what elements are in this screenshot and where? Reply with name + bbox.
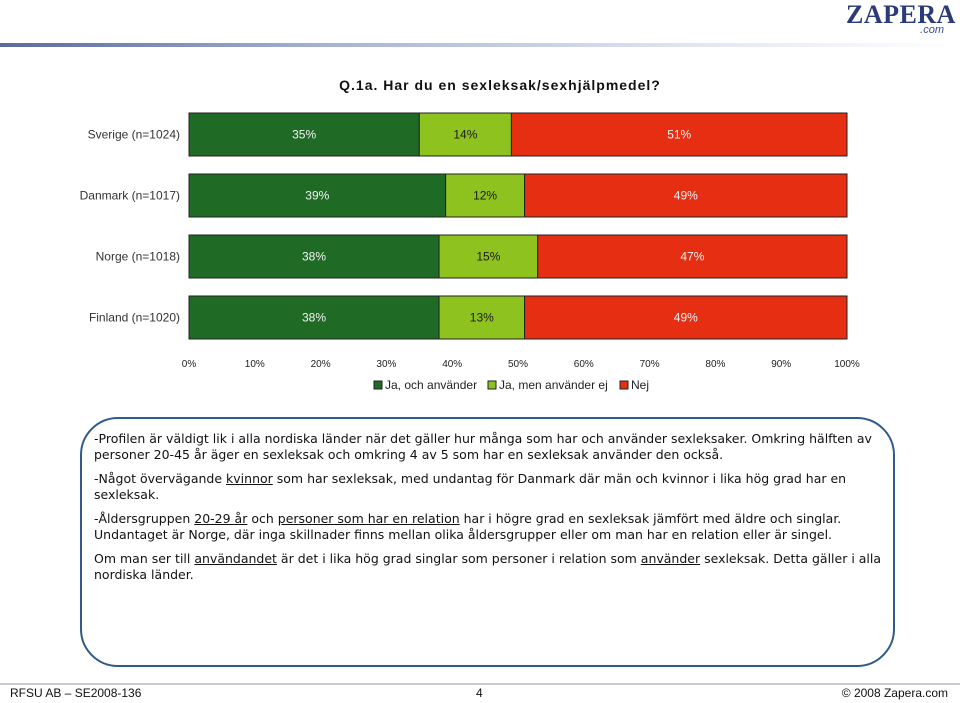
footer-rule	[0, 683, 960, 685]
footer-left: RFSU AB – SE2008-136	[10, 686, 142, 700]
data-label: 15%	[476, 250, 500, 264]
category-label: Finland (n=1020)	[89, 311, 180, 325]
summary-notes: -Profilen är väldigt lik i alla nordiska…	[94, 431, 884, 591]
data-label: 49%	[674, 189, 698, 203]
footer-right: © 2008 Zapera.com	[841, 686, 948, 700]
data-label: 38%	[302, 250, 326, 264]
data-label: 47%	[680, 250, 704, 264]
bar-segment	[418, 112, 512, 157]
bar-segment	[524, 295, 848, 340]
data-label: 38%	[302, 311, 326, 325]
x-tick-label: 20%	[311, 359, 331, 370]
category-label: Sverige (n=1024)	[88, 128, 180, 142]
x-tick-label: 60%	[574, 359, 594, 370]
bar-segment	[188, 173, 447, 218]
bar-segment	[438, 295, 526, 340]
bar-segment	[188, 234, 440, 279]
summary-box	[80, 417, 895, 667]
x-tick-label: 10%	[245, 359, 265, 370]
category-label: Norge (n=1018)	[96, 250, 180, 264]
legend-swatch	[619, 380, 629, 390]
legend-swatch	[373, 380, 383, 390]
data-label: 39%	[305, 189, 329, 203]
bar-segment	[188, 295, 440, 340]
data-label: 49%	[674, 311, 698, 325]
x-tick-label: 90%	[771, 359, 791, 370]
data-label: 51%	[667, 128, 691, 142]
legend-label: Ja, och använder	[385, 378, 477, 392]
bar-segment	[537, 234, 848, 279]
x-tick-label: 50%	[508, 359, 528, 370]
data-label: 14%	[453, 128, 477, 142]
bar-segment	[510, 112, 848, 157]
chart-title: Q.1a. Har du en sexleksak/sexhjälpmedel?	[339, 77, 661, 93]
note-4: Om man ser till användandet är det i lik…	[94, 551, 882, 582]
bar-segment	[524, 173, 848, 218]
data-label: 35%	[292, 128, 316, 142]
x-tick-label: 30%	[376, 359, 396, 370]
logo-text: ZAPERA	[846, 0, 956, 29]
header-rule	[0, 43, 960, 47]
legend-label: Nej	[631, 378, 649, 392]
bar-segment	[438, 234, 539, 279]
bar-segment	[445, 173, 526, 218]
x-tick-label: 0%	[182, 359, 197, 370]
x-tick-label: 70%	[640, 359, 660, 370]
page-number: 4	[476, 686, 483, 700]
note-3: -Åldersgruppen 20-29 år och personer som…	[94, 511, 842, 542]
x-tick-label: 80%	[705, 359, 725, 370]
legend-label: Ja, men använder ej	[499, 378, 608, 392]
zapera-logo: ZAPERA .com	[846, 0, 955, 40]
bar-segment	[188, 112, 420, 157]
data-label: 12%	[473, 189, 497, 203]
note-2: -Något övervägande kvinnor som har sexle…	[94, 471, 847, 502]
x-tick-label: 100%	[834, 359, 860, 370]
stacked-bar-chart: Sverige (n=1024) 35% 14% 51% Danmark (n=1017…	[80, 112, 860, 392]
x-tick-label: 40%	[442, 359, 462, 370]
logo-suffix: .com	[920, 24, 944, 36]
legend-swatch	[487, 380, 497, 390]
data-label: 13%	[470, 311, 494, 325]
category-label: Danmark (n=1017)	[80, 189, 180, 203]
note-1: -Profilen är väldigt lik i alla nordiska…	[94, 431, 872, 462]
